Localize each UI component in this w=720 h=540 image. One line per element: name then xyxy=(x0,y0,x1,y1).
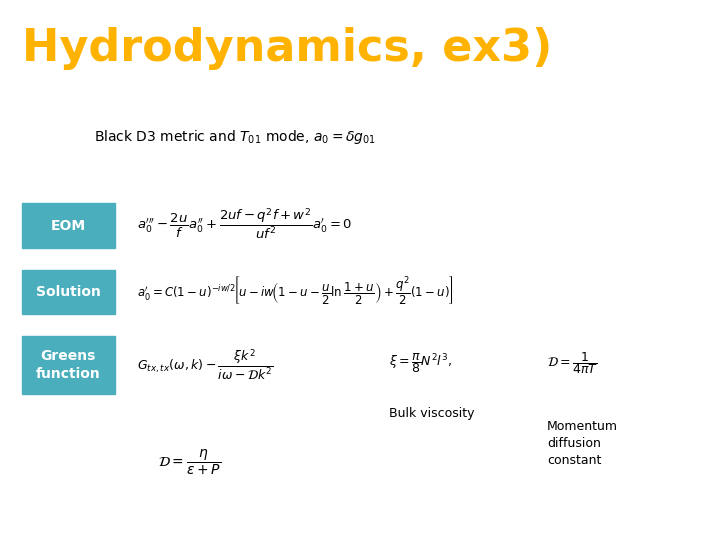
FancyBboxPatch shape xyxy=(22,336,115,394)
Text: Greens
function: Greens function xyxy=(36,349,101,381)
Text: $\mathcal{D} = \dfrac{1}{4\pi T}$: $\mathcal{D} = \dfrac{1}{4\pi T}$ xyxy=(547,350,598,376)
Text: EOM: EOM xyxy=(51,219,86,233)
Text: $a_0''' - \dfrac{2u}{f}a_0'' + \dfrac{2uf - q^2 f + w^2}{uf^2}a_0' = 0$: $a_0''' - \dfrac{2u}{f}a_0'' + \dfrac{2u… xyxy=(137,206,352,241)
Text: $\mathcal{D} = \dfrac{\eta}{\epsilon + P}$: $\mathcal{D} = \dfrac{\eta}{\epsilon + P… xyxy=(158,448,222,477)
Text: $a_0' = C(1-u)^{-iw/2}\!\left[u - iw\!\left(1 - u - \dfrac{u}{2}\ln\dfrac{1+u}{2: $a_0' = C(1-u)^{-iw/2}\!\left[u - iw\!\l… xyxy=(137,274,454,306)
Text: Hydrodynamics, ex3): Hydrodynamics, ex3) xyxy=(22,27,552,70)
Text: $G_{tx,tx}(\omega, k) - \dfrac{\xi k^2}{i\omega - \mathcal{D}k^2}$: $G_{tx,tx}(\omega, k) - \dfrac{\xi k^2}{… xyxy=(137,348,273,382)
FancyBboxPatch shape xyxy=(22,270,115,314)
Text: $\xi = \dfrac{\pi}{8}N^2 l^3,$: $\xi = \dfrac{\pi}{8}N^2 l^3,$ xyxy=(389,351,452,375)
Text: Momentum
diffusion
constant: Momentum diffusion constant xyxy=(547,421,618,468)
Text: Solution: Solution xyxy=(36,285,101,299)
Text: Bulk viscosity: Bulk viscosity xyxy=(389,407,474,420)
Text: Black D3 metric and $T_{01}$ mode, $a_0 = \delta g_{01}$: Black D3 metric and $T_{01}$ mode, $a_0 … xyxy=(94,128,376,146)
FancyBboxPatch shape xyxy=(22,204,115,248)
